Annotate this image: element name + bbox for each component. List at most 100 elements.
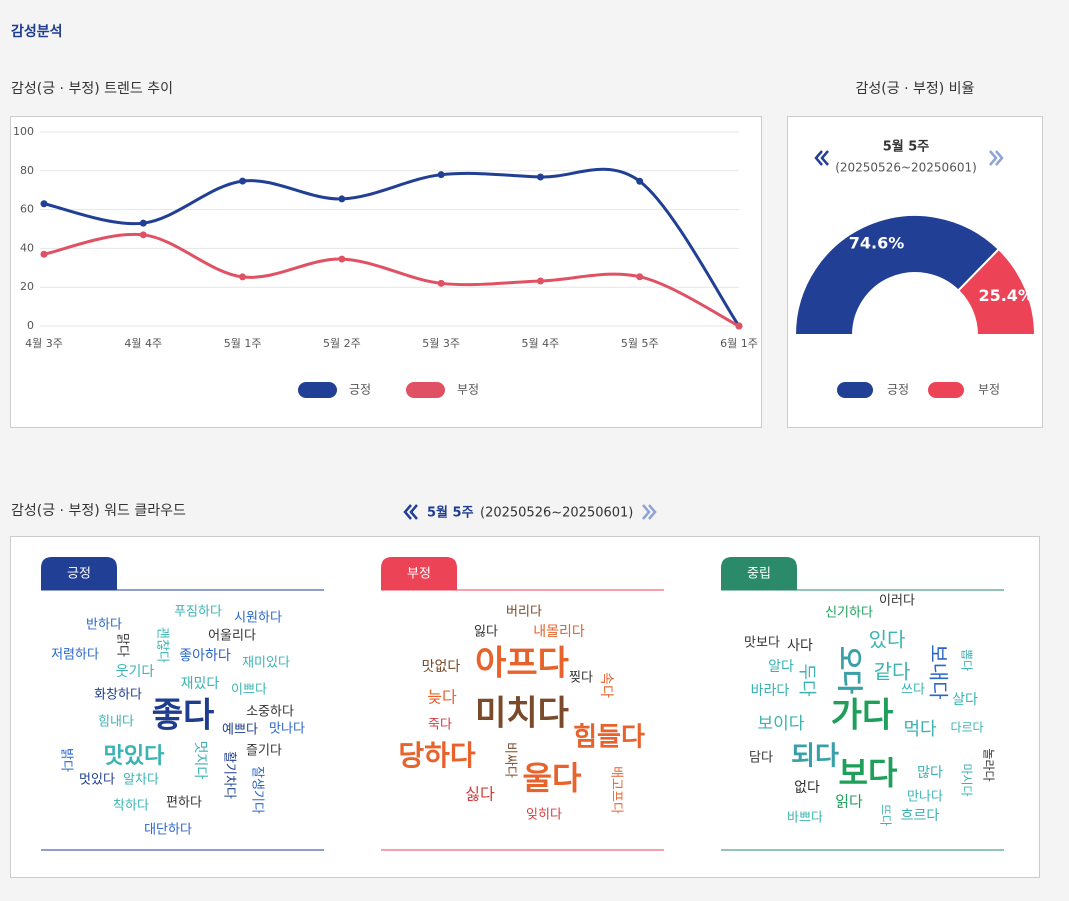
y-tick-label: 80: [20, 164, 34, 177]
x-tick-label: 5월 5주: [621, 337, 659, 350]
tab[interactable]: [41, 557, 117, 590]
legend-label: 긍정: [349, 383, 371, 397]
x-tick-label: 6월 1주: [720, 337, 758, 350]
y-tick-label: 0: [27, 319, 34, 332]
y-tick-label: 60: [20, 203, 34, 216]
gauge-segment: [956, 247, 1037, 336]
word: 잘생기다: [250, 766, 265, 814]
point: [536, 173, 544, 181]
point: [40, 250, 48, 258]
chart-title: 감성(긍 · 부정) 트렌드 추이: [11, 81, 173, 97]
word: 사다: [787, 638, 813, 654]
word: 당하다: [398, 739, 476, 772]
point: [437, 171, 445, 179]
next-button[interactable]: [642, 504, 657, 520]
word: 어울리다: [208, 629, 256, 644]
x-tick-label: 4월 4주: [124, 337, 162, 350]
word: 배고프다: [609, 766, 624, 814]
word: 되다: [791, 742, 839, 772]
point: [536, 277, 544, 285]
y-tick-label: 40: [20, 241, 34, 254]
x-tick-label: 5월 4주: [522, 337, 560, 350]
word: 가다: [831, 696, 894, 736]
word: 바쁘다: [787, 811, 823, 826]
word: 멋지다: [192, 741, 208, 780]
word: 보다: [839, 754, 898, 792]
word: 푸짐하다: [174, 605, 222, 620]
word: 잊히다: [526, 808, 562, 823]
word: 아프다: [475, 644, 569, 684]
prev-button[interactable]: [814, 150, 829, 166]
word: 힘내다: [98, 715, 134, 730]
word: 반하다: [86, 618, 122, 633]
word: 멋있다: [79, 773, 115, 788]
tab[interactable]: [721, 557, 797, 590]
word: 맛보다: [744, 636, 780, 651]
panel: [10, 116, 762, 428]
word: 예쁘다: [222, 723, 258, 738]
word: 두다: [796, 663, 817, 697]
legend-swatch: [298, 382, 337, 398]
tab-label[interactable]: 부정: [407, 567, 431, 582]
word: 뜨다: [879, 804, 893, 826]
word: 웃기다: [116, 664, 155, 680]
legend-label: 부정: [457, 383, 479, 397]
word: 이쁘다: [231, 683, 267, 698]
word: 읽다: [835, 793, 863, 811]
period: 5월 5주: [883, 139, 930, 155]
word: 즐기다: [246, 744, 282, 759]
y-tick-label: 20: [20, 280, 34, 293]
x-tick-label: 4월 3주: [25, 337, 63, 350]
point: [139, 231, 147, 239]
point: [239, 177, 247, 185]
word: 울다: [523, 759, 582, 797]
point: [636, 273, 644, 281]
word: 화창하다: [94, 688, 142, 703]
section-title: 감성(긍 · 부정) 워드 클라우드: [11, 503, 186, 519]
legend-swatch: [837, 382, 873, 398]
word: 맛나다: [269, 722, 305, 737]
point: [735, 322, 743, 330]
prev-button[interactable]: [403, 504, 418, 520]
tab-label[interactable]: 중립: [747, 567, 771, 582]
word: 있다: [869, 628, 906, 652]
next-button[interactable]: [989, 150, 1004, 166]
word: 편하다: [166, 796, 202, 811]
date-range: (20250526~20250601): [835, 161, 977, 175]
value-label: 74.6%: [849, 233, 905, 252]
legend-swatch: [406, 382, 445, 398]
tab-label[interactable]: 긍정: [67, 567, 91, 582]
point: [338, 255, 346, 263]
word: 재밌다: [181, 676, 220, 692]
word: 버리다: [506, 605, 542, 620]
word: 미치다: [475, 694, 569, 734]
word: 활기차다: [222, 751, 237, 799]
date-range: (20250526~20250601): [480, 506, 633, 521]
word: 잃다: [474, 625, 498, 640]
tab[interactable]: [381, 557, 457, 590]
word: 알다: [768, 659, 794, 675]
word: 재미있다: [242, 656, 290, 671]
word: 다르다: [950, 721, 983, 735]
word: 힘들다: [573, 723, 645, 753]
word: 쓰다: [901, 683, 925, 698]
word: 내몰리다: [533, 624, 585, 640]
page-title: 감성분석: [11, 23, 63, 40]
value-label: 25.4%: [978, 286, 1034, 305]
word: 괜찮다: [155, 627, 170, 663]
word: 맛없다: [422, 659, 461, 675]
period: 5월 5주: [427, 505, 474, 521]
word: 찢다: [569, 671, 593, 686]
point: [239, 273, 247, 281]
word: 놀라다: [982, 748, 996, 781]
word: 속다: [598, 672, 614, 698]
word: 비싸다: [503, 742, 518, 778]
word: 죽다: [428, 718, 452, 733]
word: 흐르다: [901, 808, 940, 824]
word: 싫다: [465, 785, 495, 804]
legend-label: 부정: [978, 383, 1000, 397]
point: [437, 279, 445, 287]
word: 시원하다: [234, 611, 282, 626]
point: [40, 200, 48, 208]
